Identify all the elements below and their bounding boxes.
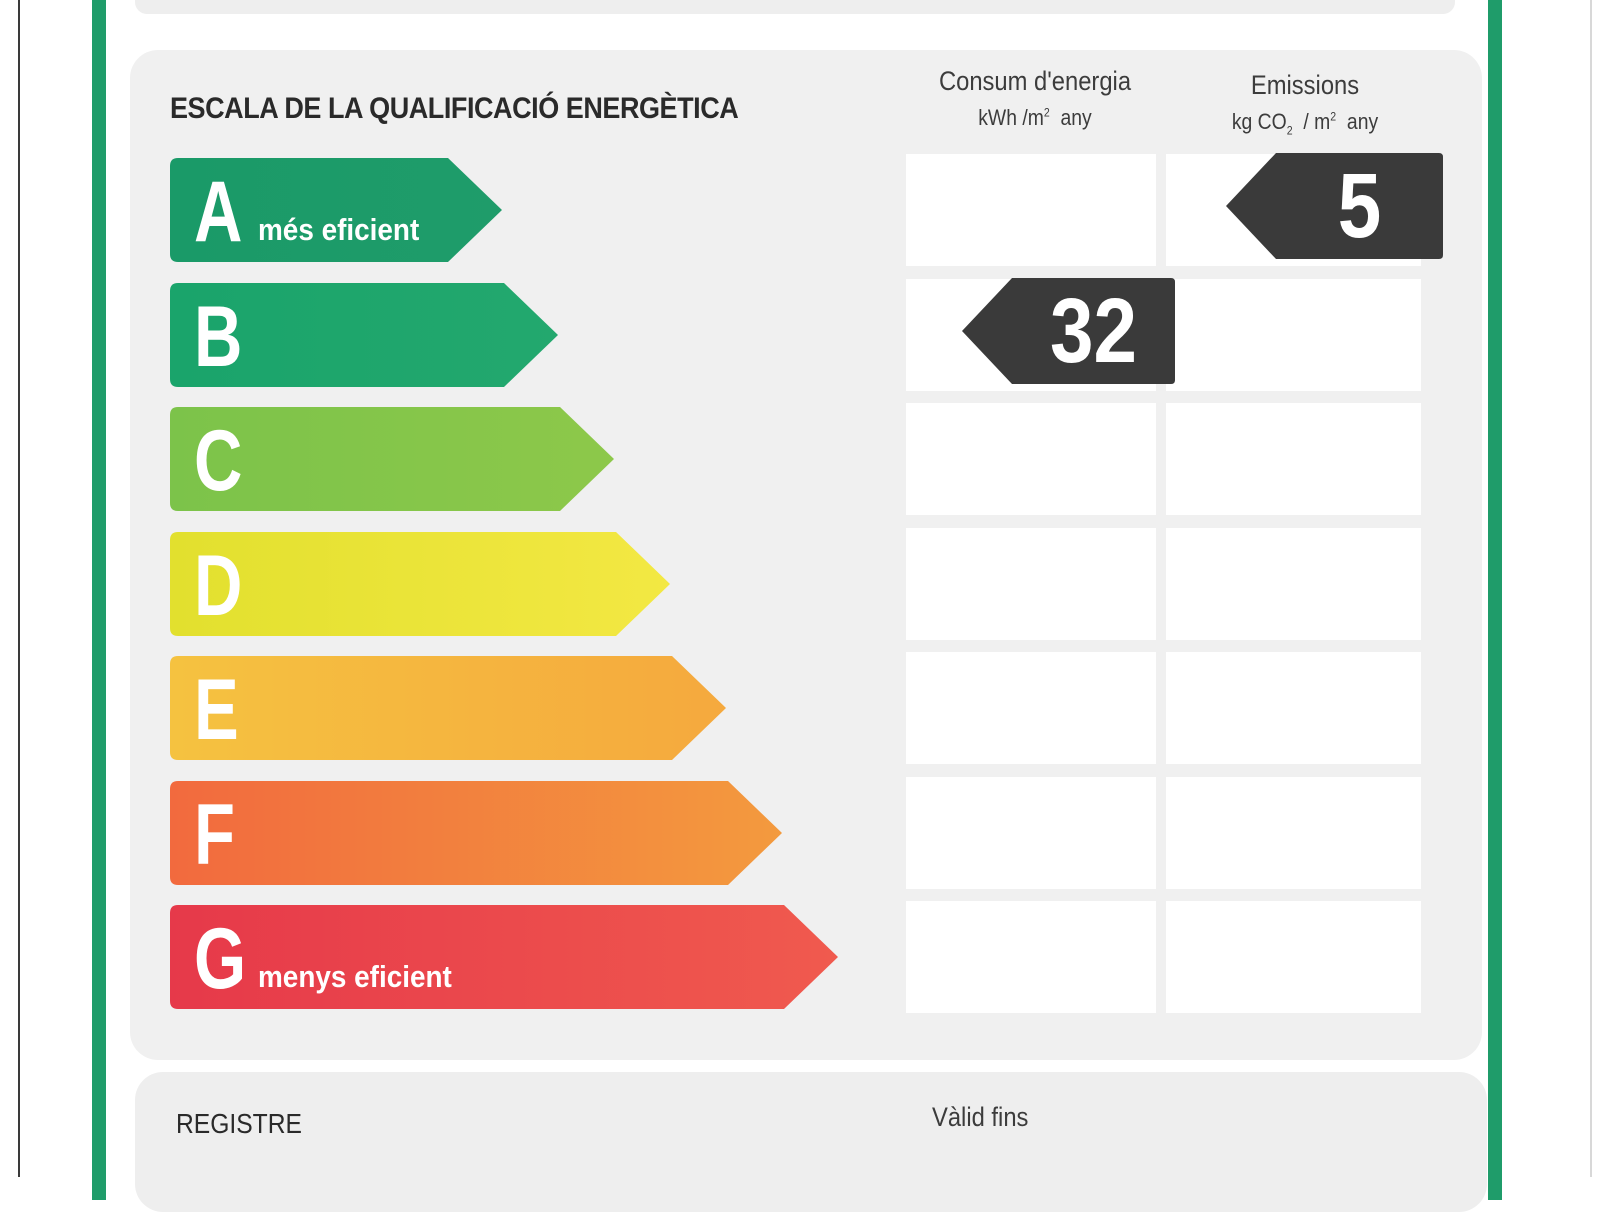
emissions-cell — [1166, 776, 1421, 889]
consumption-rating-tag: 32 — [962, 277, 1175, 384]
band-arrow-shape — [170, 905, 838, 1009]
band-c: C — [170, 407, 614, 511]
emissions-header-label: Emissions — [1250, 70, 1360, 100]
top-panel-strip — [135, 0, 1455, 14]
emissions-cell — [1166, 403, 1421, 515]
registre-label: REGISTRE — [176, 1108, 302, 1139]
emissions-cell — [1166, 527, 1421, 640]
consumption-cell — [906, 403, 1156, 515]
band-arrow-shape — [170, 531, 670, 636]
consumption-cell — [906, 652, 1156, 764]
emissions-header: Emissions kg CO2 / m2 any — [1170, 70, 1440, 137]
band-arrow-shape — [170, 780, 782, 885]
band-d: D — [170, 531, 670, 636]
band-letter: D — [194, 537, 243, 634]
emissions-unit: kg CO2 / m2 any — [1231, 109, 1379, 138]
registration-panel — [135, 1072, 1487, 1212]
band-caption: més eficient — [258, 212, 420, 247]
band-caption: menys eficient — [258, 959, 452, 994]
valid-until-label: Vàlid fins — [932, 1102, 1029, 1132]
consumption-header: Consum d'energia kWh /m2 any — [905, 66, 1165, 131]
consumption-cell — [906, 776, 1156, 889]
band-letter: C — [194, 413, 243, 509]
consumption-value: 32 — [1050, 279, 1137, 382]
band-letter: A — [194, 164, 243, 260]
consumption-cell — [906, 901, 1156, 1013]
emissions-rating-tag: 5 — [1226, 153, 1443, 259]
band-letter: F — [194, 786, 235, 883]
band-arrow-shape — [170, 407, 614, 511]
emissions-cell — [1166, 278, 1421, 391]
emissions-value: 5 — [1337, 155, 1382, 257]
band-e: E — [170, 656, 726, 760]
band-b: B — [170, 282, 558, 387]
band-letter: E — [194, 662, 239, 758]
band-letter: G — [194, 911, 247, 1007]
consumption-cell — [906, 527, 1156, 640]
band-arrow-shape — [170, 282, 558, 387]
label-frame — [92, 0, 1502, 1200]
page-edge-line-right — [1590, 0, 1592, 1177]
page-edge-line — [18, 0, 20, 1177]
rating-tag-shape — [1226, 153, 1443, 259]
rating-tag-shape — [962, 277, 1175, 384]
band-arrow-shape — [170, 158, 502, 262]
emissions-cell — [1166, 901, 1421, 1013]
scale-title: ESCALA DE LA QUALIFICACIÓ ENERGÈTICA — [170, 92, 739, 125]
band-arrow-shape — [170, 656, 726, 760]
band-f: F — [170, 780, 782, 885]
consumption-cell — [906, 154, 1156, 266]
consumption-unit: kWh /m2 any — [978, 105, 1092, 130]
band-letter: B — [194, 288, 243, 385]
consumption-header-label: Consum d'energia — [938, 66, 1132, 96]
emissions-cell — [1166, 652, 1421, 764]
